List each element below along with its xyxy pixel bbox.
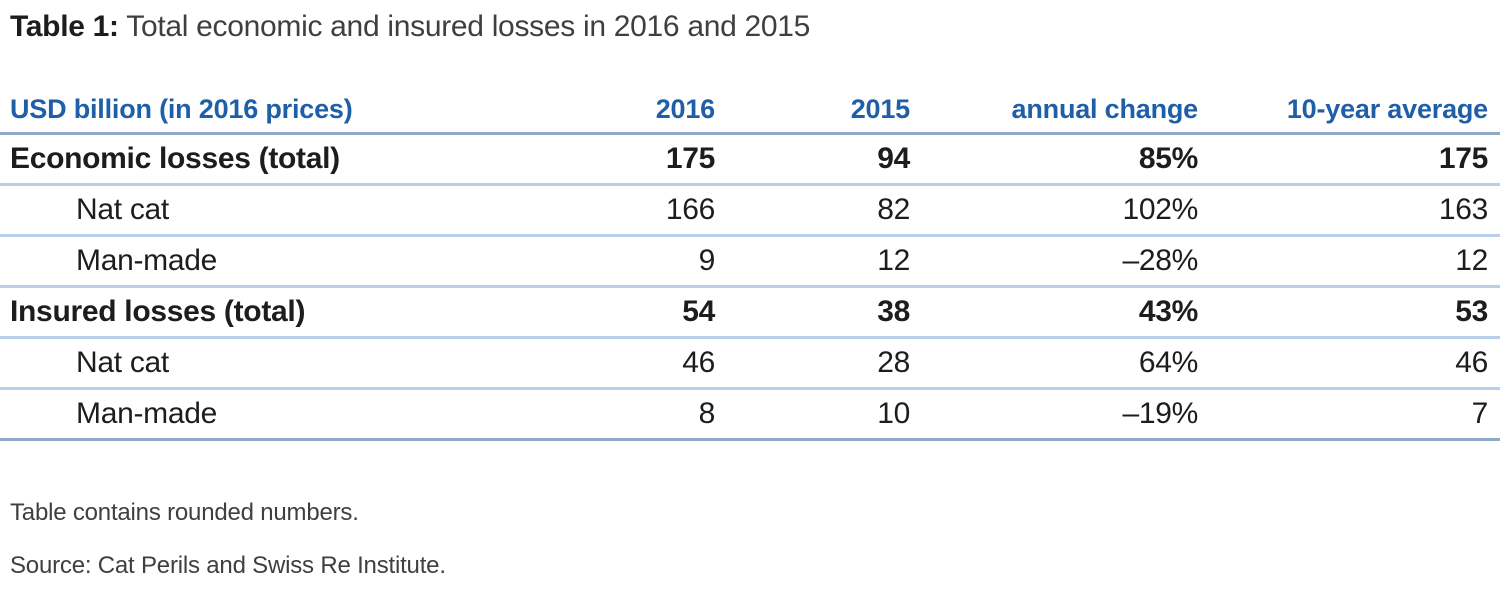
cell-2016: 54 bbox=[490, 286, 715, 339]
footnotes: Table contains rounded numbers. Source: … bbox=[0, 499, 1500, 580]
cell-2016: 9 bbox=[490, 235, 715, 288]
cell-annual-change: –19% bbox=[910, 388, 1198, 441]
header-annual-change: annual change bbox=[910, 94, 1198, 135]
cell-annual-change: 102% bbox=[910, 184, 1198, 237]
row-label: Man-made bbox=[0, 388, 490, 441]
table-title: Table 1: Total economic and insured loss… bbox=[0, 8, 1500, 46]
source-note: Source: Cat Perils and Swiss Re Institut… bbox=[10, 552, 446, 579]
losses-table: USD billion (in 2016 prices) 2016 2015 a… bbox=[0, 94, 1500, 441]
table-row-insured-manmade: Man-made 8 10 –19% 7 bbox=[0, 388, 1500, 441]
cell-2015: 28 bbox=[715, 337, 910, 390]
table-row-economic-total: Economic losses (total) 175 94 85% 175 bbox=[0, 133, 1500, 186]
header-2016: 2016 bbox=[490, 94, 715, 135]
cell-10-year-average: 163 bbox=[1198, 184, 1500, 237]
header-usd-billion: USD billion (in 2016 prices) bbox=[0, 94, 490, 135]
row-label: Nat cat bbox=[0, 184, 490, 237]
cell-10-year-average: 175 bbox=[1198, 133, 1500, 186]
table-title-prefix: Table 1: bbox=[10, 10, 119, 43]
cell-2015: 82 bbox=[715, 184, 910, 237]
rounding-note: Table contains rounded numbers. bbox=[10, 499, 359, 526]
row-label: Nat cat bbox=[0, 337, 490, 390]
cell-2015: 12 bbox=[715, 235, 910, 288]
header-10-year-average: 10-year average bbox=[1198, 94, 1500, 135]
cell-2015: 10 bbox=[715, 388, 910, 441]
table-row-insured-natcat: Nat cat 46 28 64% 46 bbox=[0, 337, 1500, 390]
cell-annual-change: 85% bbox=[910, 133, 1198, 186]
cell-10-year-average: 46 bbox=[1198, 337, 1500, 390]
cell-2016: 166 bbox=[490, 184, 715, 237]
cell-annual-change: –28% bbox=[910, 235, 1198, 288]
cell-10-year-average: 53 bbox=[1198, 286, 1500, 339]
table-row-economic-natcat: Nat cat 166 82 102% 163 bbox=[0, 184, 1500, 237]
row-label: Insured losses (total) bbox=[0, 286, 490, 339]
table-header-row: USD billion (in 2016 prices) 2016 2015 a… bbox=[0, 94, 1500, 135]
row-label: Man-made bbox=[0, 235, 490, 288]
cell-annual-change: 64% bbox=[910, 337, 1198, 390]
table-title-text: Total economic and insured losses in 201… bbox=[118, 10, 811, 43]
cell-10-year-average: 7 bbox=[1198, 388, 1500, 441]
table-row-insured-total: Insured losses (total) 54 38 43% 53 bbox=[0, 286, 1500, 339]
cell-2015: 94 bbox=[715, 133, 910, 186]
cell-2015: 38 bbox=[715, 286, 910, 339]
header-2015: 2015 bbox=[715, 94, 910, 135]
cell-annual-change: 43% bbox=[910, 286, 1198, 339]
cell-2016: 46 bbox=[490, 337, 715, 390]
cell-2016: 175 bbox=[490, 133, 715, 186]
row-label: Economic losses (total) bbox=[0, 133, 490, 186]
cell-10-year-average: 12 bbox=[1198, 235, 1500, 288]
table-row-economic-manmade: Man-made 9 12 –28% 12 bbox=[0, 235, 1500, 288]
cell-2016: 8 bbox=[490, 388, 715, 441]
